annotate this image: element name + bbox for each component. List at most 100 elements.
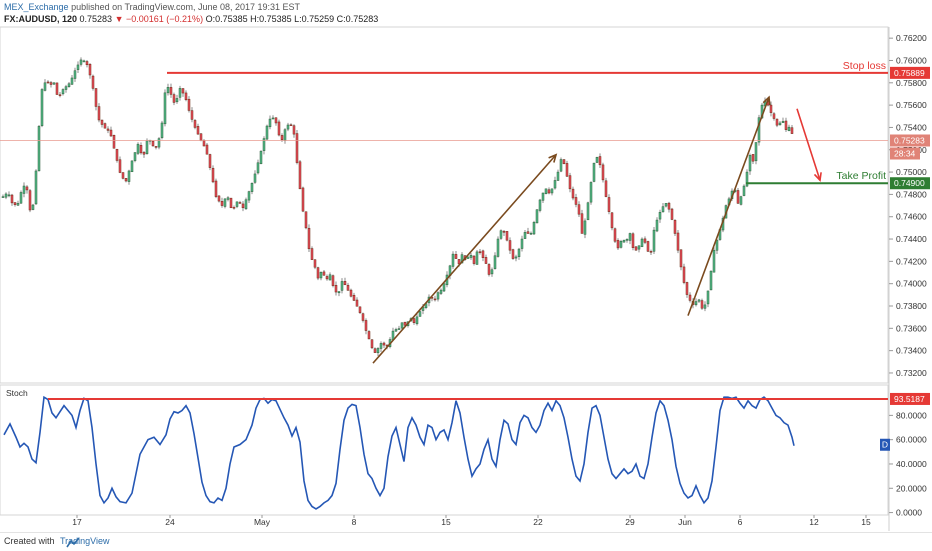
candle-body: [118, 159, 122, 173]
time-tick-label: 8: [352, 517, 357, 527]
candle-body: [64, 86, 68, 90]
candle-body: [400, 322, 404, 329]
candle-body: [433, 298, 437, 301]
candle-body: [106, 128, 110, 131]
candle-body: [439, 289, 443, 294]
countdown-label: 28:34: [894, 148, 916, 158]
candle-body: [661, 206, 665, 213]
candle-body: [376, 348, 380, 354]
change-text: ▼ −0.00161 (−0.21%): [114, 14, 204, 24]
candle-body: [343, 281, 347, 286]
price-tick-label: 0.74000: [896, 279, 927, 289]
candle-body: [697, 299, 701, 302]
candle-body: [346, 284, 350, 291]
candle-body: [682, 266, 686, 283]
candle-body: [130, 160, 134, 173]
stoch-badge-label: D: [882, 440, 888, 450]
candle-body: [265, 125, 269, 140]
candle-body: [634, 246, 638, 251]
candle-body: [769, 104, 773, 113]
candle-body: [505, 231, 509, 241]
candle-body: [67, 83, 71, 87]
candle-body: [301, 187, 305, 212]
candle-body: [478, 251, 482, 253]
candle-body: [292, 125, 296, 135]
candle-body: [529, 232, 533, 235]
candle-body: [553, 180, 557, 189]
price-tick-label: 0.73800: [896, 301, 927, 311]
publisher-link[interactable]: MEX_Exchange: [4, 2, 69, 12]
candle-body: [646, 241, 650, 252]
candle-body: [442, 283, 446, 292]
candle-body: [475, 251, 479, 265]
candle-body: [382, 342, 386, 346]
candle-body: [154, 146, 158, 148]
candle-body: [295, 133, 299, 163]
candle-body: [25, 186, 29, 191]
candle-body: [145, 140, 149, 154]
candle-body: [559, 159, 563, 172]
candle-body: [508, 240, 512, 251]
candle-body: [739, 196, 743, 205]
candle-body: [79, 59, 83, 65]
candle-body: [736, 190, 740, 204]
candle-body: [544, 188, 548, 194]
candle-body: [88, 63, 92, 76]
candle-body: [484, 257, 488, 264]
candle-body: [268, 118, 272, 128]
time-tick-label: May: [254, 517, 271, 527]
candle-body: [685, 282, 689, 295]
chart-canvas[interactable]: Stop loss Take Profit Stoch 0.76200 0.7600…: [0, 26, 932, 532]
candle-body: [469, 254, 473, 258]
time-tick-label: 24: [165, 517, 175, 527]
level-name: Stop loss: [843, 60, 886, 72]
candle-body: [601, 164, 605, 181]
candle-body: [289, 124, 293, 126]
stoch-tick-label: 40.0000: [896, 459, 927, 469]
candle-body: [664, 203, 668, 207]
candle-body: [235, 201, 239, 207]
level-price-tag: [890, 177, 930, 190]
candle-body: [325, 276, 329, 280]
stoch-tick-label: 20.0000: [896, 483, 927, 493]
candle-body: [412, 318, 416, 323]
candle-body: [595, 157, 599, 163]
candle-body: [217, 195, 221, 202]
candle-body: [286, 124, 290, 130]
candle-body: [136, 143, 140, 154]
candle-body: [499, 230, 503, 239]
candle-body: [472, 255, 476, 264]
ohlc-text: O:0.75385 H:0.75385 L:0.75259 C:0.75283: [205, 14, 379, 24]
candle-body: [571, 188, 575, 199]
symbol-line: FX:AUDUSD, 120 0.75283 ▼ −0.00161 (−0.21…: [4, 14, 378, 24]
candle-body: [271, 117, 275, 120]
candle-body: [514, 256, 518, 259]
candle-body: [175, 98, 179, 103]
candle-body: [631, 233, 635, 248]
trend-arrow-head: [548, 153, 558, 163]
candle-body: [460, 254, 464, 264]
candle-body: [628, 233, 632, 241]
candle-body: [565, 163, 569, 177]
price-tick-label: 0.73600: [896, 323, 927, 333]
candle-body: [163, 92, 167, 125]
candle-body: [280, 135, 284, 140]
candle-body: [547, 189, 551, 194]
candle-body: [418, 311, 422, 317]
candle-body: [160, 122, 164, 138]
candle-body: [352, 294, 356, 301]
candle-body: [202, 140, 206, 147]
candle-body: [166, 87, 170, 94]
stoch-pane-frame: [0, 384, 889, 516]
candle-body: [568, 175, 572, 190]
candle-body: [37, 126, 41, 172]
candle-body: [337, 291, 341, 294]
trend-arrow-head: [813, 172, 822, 182]
tradingview-brand[interactable]: TradingView: [60, 536, 110, 546]
price-tick-label: 0.74800: [896, 189, 927, 199]
candle-body: [55, 82, 59, 95]
stoch-line: [3, 395, 795, 510]
candle-body: [283, 129, 287, 141]
candle-body: [319, 271, 323, 279]
candle-body: [622, 239, 626, 243]
